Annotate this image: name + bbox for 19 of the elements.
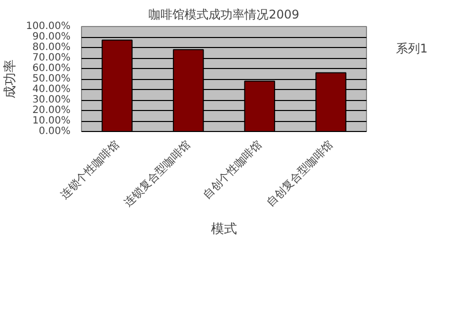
y-tick-label: 30.00% [32,94,71,106]
text: 系列1 [396,40,428,58]
x-tick-label: 连锁个性咖啡馆 [58,138,122,202]
y-tick-label: 50.00% [32,74,71,84]
y-tick-label: 0.00% [38,126,71,137]
y-tick-label: 10.00% [32,116,71,126]
y-tick-label: 60.00% [32,63,71,74]
y-tick-label: 40.00% [32,84,71,95]
x-tick-label: 自创复合型咖啡馆 [264,138,336,210]
x-tick-label: 连锁复合型咖啡馆 [122,138,193,210]
x-axis-title: 模式 [211,222,237,237]
y-tick-label: 100.00% [26,21,71,32]
y-tick-label: 20.00% [32,105,71,116]
y-tick-label: 90.00% [32,32,71,42]
x-tick-label: 自创个性咖啡馆 [200,138,264,202]
y-tick-label: 80.00% [32,42,71,53]
y-tick-label: 70.00% [32,52,71,64]
chart-title: 咖啡馆模式成功率情况2009 [148,8,300,22]
y-axis-title: 成功率 [2,60,18,98]
